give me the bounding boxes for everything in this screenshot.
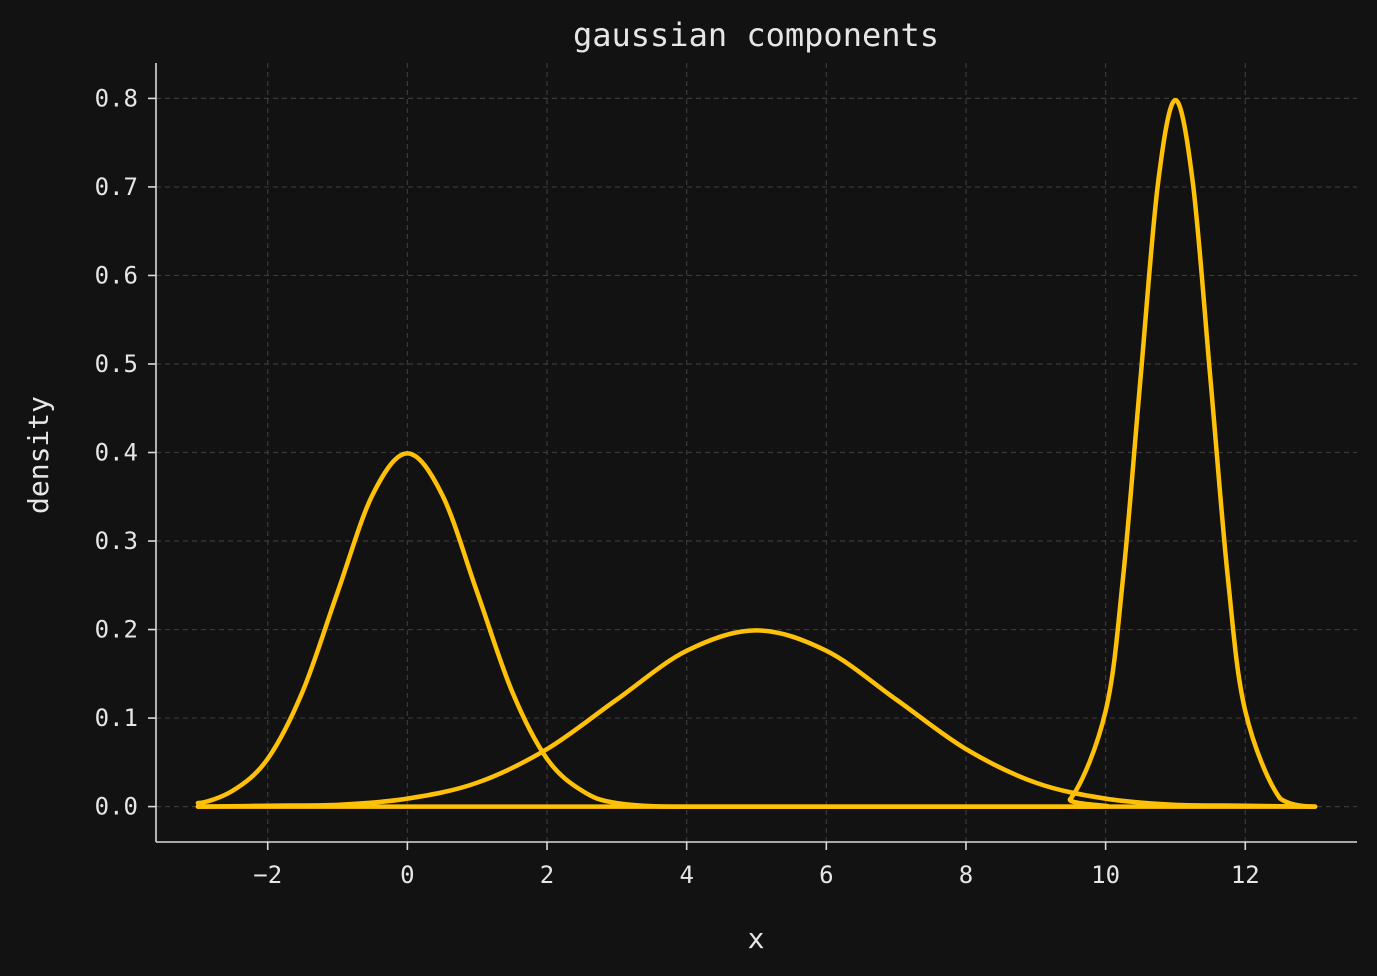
- y-tick-label: 0.7: [95, 173, 138, 201]
- y-tick-label: 0.4: [95, 439, 138, 467]
- series-layer: [195, 97, 1318, 809]
- x-tick-label: 8: [959, 861, 973, 889]
- y-tick-label: 0.6: [95, 261, 138, 289]
- x-tick-label: −2: [253, 861, 282, 889]
- y-tick-label: 0.8: [95, 84, 138, 112]
- x-axis-title: x: [748, 922, 765, 955]
- y-axis-title: density: [22, 396, 55, 514]
- series-line-2: [195, 628, 1318, 809]
- x-tick-label: 6: [819, 861, 833, 889]
- y-ticks: 0.0 0.1 0.2 0.3 0.4 0.5 0.6 0.7 0.8: [95, 84, 156, 821]
- x-tick-label: 12: [1231, 861, 1260, 889]
- x-tick-label: 2: [540, 861, 554, 889]
- y-tick-label: 0.0: [95, 793, 138, 821]
- y-tick-label: 0.3: [95, 527, 138, 555]
- x-tick-label: 0: [400, 861, 414, 889]
- x-ticks: −2 0 2 4 6 8 10 12: [253, 842, 1260, 889]
- chart-title: gaussian components: [573, 16, 939, 54]
- y-tick-label: 0.1: [95, 704, 138, 732]
- y-tick-label: 0.5: [95, 350, 138, 378]
- y-tick-label: 0.2: [95, 616, 138, 644]
- x-tick-label: 4: [679, 861, 693, 889]
- series-line-3: [195, 97, 1318, 809]
- x-tick-label: 10: [1091, 861, 1120, 889]
